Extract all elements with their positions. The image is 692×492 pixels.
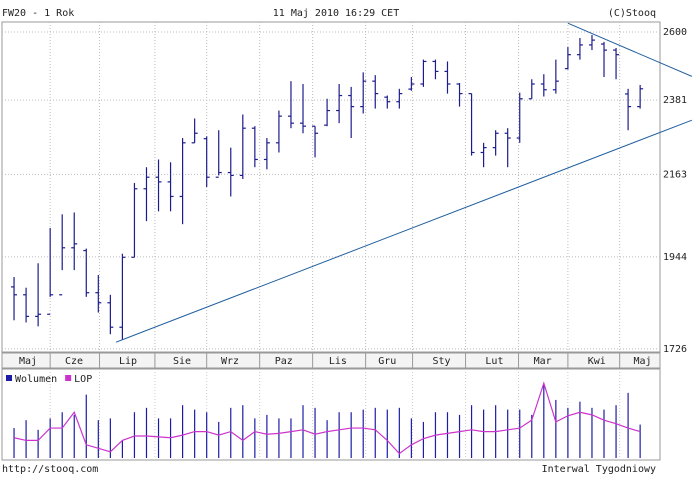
plot-frame: [1, 21, 661, 353]
y-tick-label: 2163: [663, 169, 687, 180]
lower-frame: [1, 368, 661, 461]
x-tick-label: Wrz: [221, 356, 239, 367]
x-tick-label: Maj: [634, 356, 652, 367]
footer-left: http://stooq.com: [2, 464, 98, 475]
x-tick-label: Sie: [173, 356, 191, 367]
chart-title: FW20 - 1 Rok: [2, 8, 74, 19]
x-tick-label: Lis: [329, 356, 347, 367]
legend-label: LOP: [74, 374, 92, 385]
x-tick-label: Mar: [534, 356, 552, 367]
trendline: [115, 119, 692, 343]
y-tick-label: 2381: [663, 95, 687, 106]
x-tick-label: Paz: [275, 356, 293, 367]
lop-line: [13, 381, 641, 455]
x-tick-label: Gru: [378, 356, 396, 367]
footer-right: Interwal Tygodniowy: [542, 464, 656, 475]
date-strip: [1, 352, 661, 369]
x-tick-label: Lip: [119, 356, 137, 367]
y-tick-label: 1726: [663, 344, 687, 355]
legend-label: Wolumen: [15, 374, 57, 385]
x-tick-label: Kwi: [588, 356, 606, 367]
x-tick-label: Cze: [65, 356, 83, 367]
legend-swatch: [65, 375, 72, 381]
copyright: (C)Stooq: [608, 8, 656, 19]
y-tick-label: 1944: [663, 252, 687, 263]
timestamp: 11 Maj 2010 16:29 CET: [273, 8, 399, 19]
x-tick-label: Sty: [432, 356, 450, 367]
y-tick-label: 2600: [663, 27, 687, 38]
legend-swatch: [6, 375, 12, 381]
x-tick-label: Maj: [19, 356, 37, 367]
x-tick-label: Lut: [485, 356, 503, 367]
trendline: [567, 22, 692, 77]
